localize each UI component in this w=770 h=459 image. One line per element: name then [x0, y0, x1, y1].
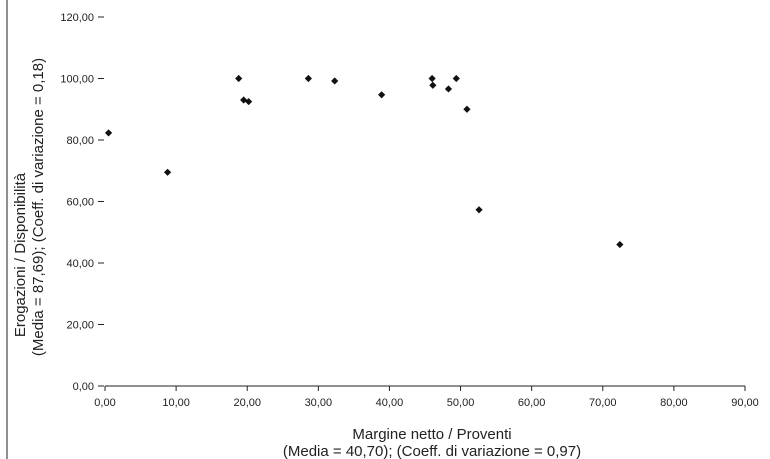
x-tick-label: 50,00	[447, 397, 475, 409]
y-tick-label: 40,00	[66, 258, 94, 270]
x-tick-label: 60,00	[518, 397, 546, 409]
y-tick-label: 20,00	[66, 320, 94, 332]
data-point	[429, 81, 437, 89]
data-point	[304, 74, 312, 83]
x-axis-ticks: 0,00 10,00 20,00 30,00 40,00 50,00 60,00 70,00 8…	[94, 386, 759, 409]
data-point	[444, 85, 453, 93]
x-tick-label: 30,00	[305, 397, 333, 409]
y-tick-label: 0,00	[73, 381, 94, 393]
data-point	[616, 240, 624, 249]
x-tick-label: 10,00	[162, 397, 190, 409]
data-point	[245, 97, 253, 106]
y-axis-label-line2: (Media = 87,69); (Coeff. di variazione =…	[30, 58, 47, 356]
y-tick-label: 120,00	[60, 12, 94, 24]
data-point	[475, 206, 483, 214]
x-tick-label: 20,00	[233, 397, 261, 409]
data-point	[463, 105, 471, 113]
x-axis-label-line1: Margine netto / Proventi	[352, 426, 511, 443]
x-axis-label-line2: (Media = 40,70); (Coeff. di variazione =…	[283, 443, 581, 459]
data-point	[104, 129, 113, 137]
data-point	[452, 74, 460, 83]
x-tick-label: 0,00	[94, 397, 115, 409]
x-tick-label: 90,00	[731, 397, 759, 409]
x-tick-label: 80,00	[660, 397, 688, 409]
data-point	[331, 77, 339, 85]
y-tick-label: 100,00	[60, 74, 94, 86]
y-axis-ticks: 0,00 20,00 40,00 60,00 80,00 100,00 120,00	[60, 12, 104, 393]
y-axis-label-line1: Erogazioni / Disponibilità	[12, 172, 29, 337]
data-point	[235, 74, 243, 83]
data-point	[163, 168, 172, 176]
axes	[6, 0, 745, 459]
data-point	[428, 74, 436, 83]
y-tick-label: 60,00	[66, 197, 94, 209]
data-points	[104, 74, 624, 249]
data-point	[378, 91, 386, 99]
y-tick-label: 80,00	[66, 135, 94, 147]
x-tick-label: 40,00	[376, 397, 404, 409]
x-tick-label: 70,00	[589, 397, 617, 409]
